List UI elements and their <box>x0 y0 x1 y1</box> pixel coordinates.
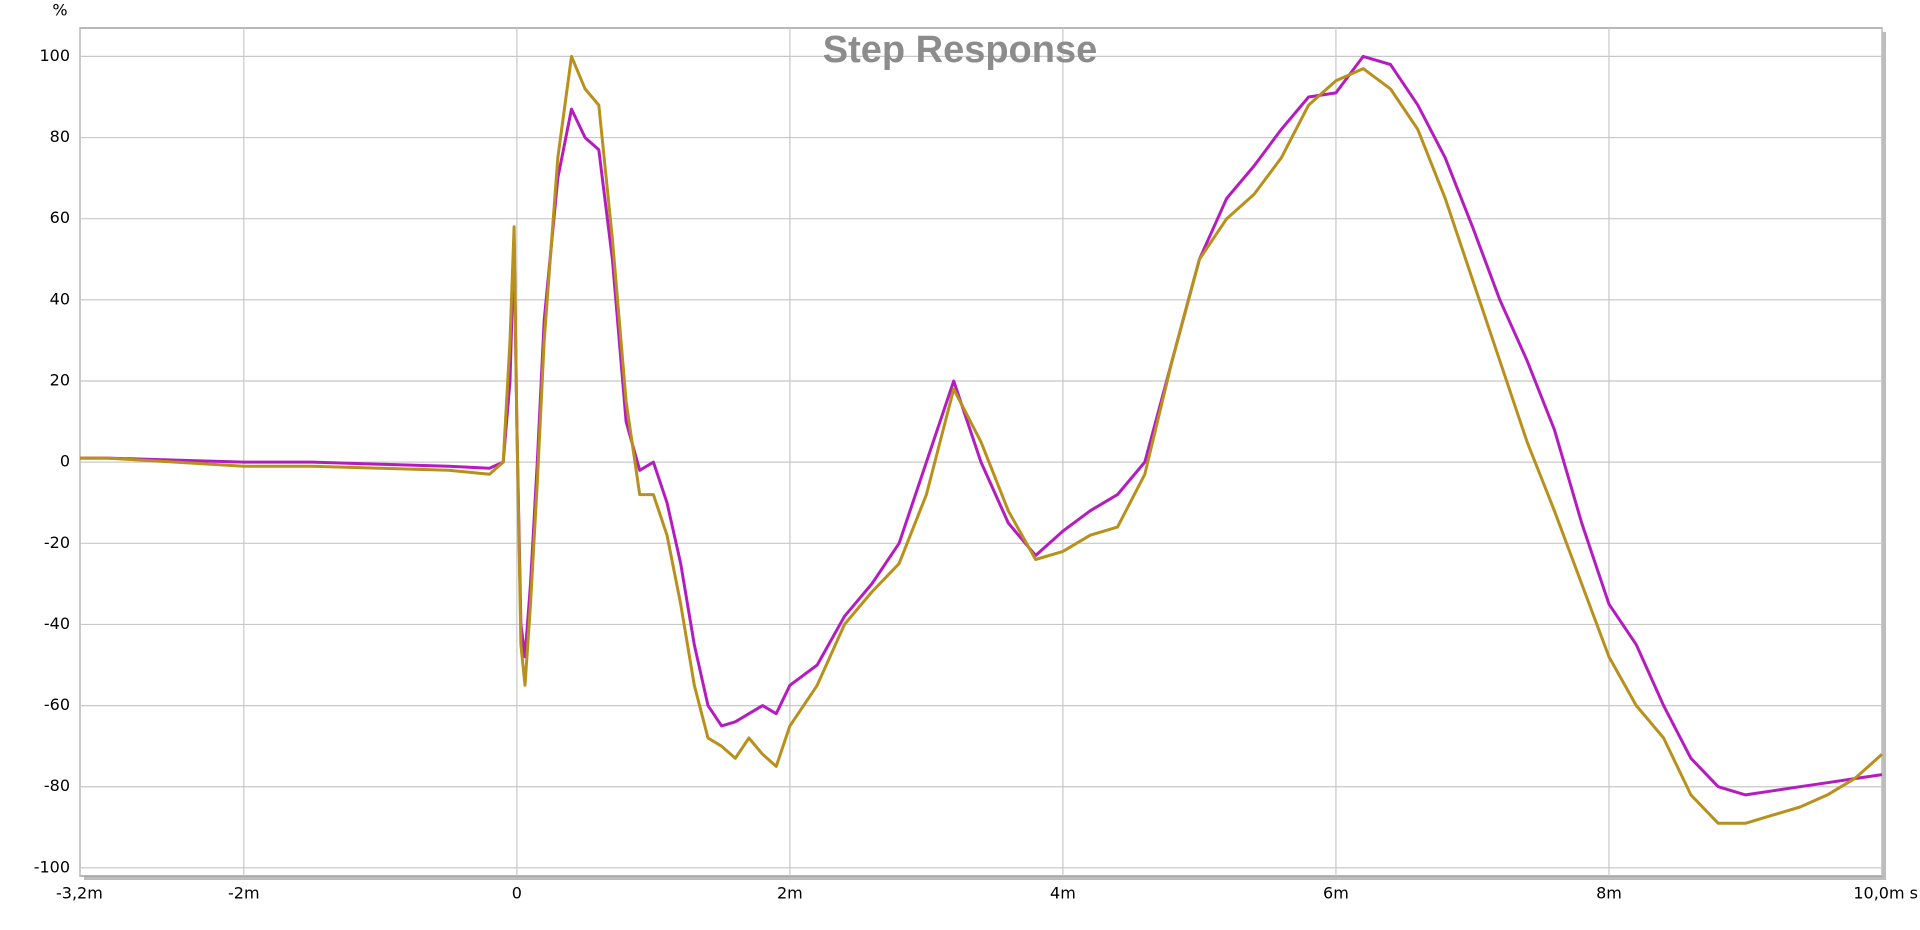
y-tick-label: 0 <box>60 452 70 471</box>
y-tick-label: -100 <box>34 857 70 876</box>
y-tick-label: 20 <box>50 370 70 389</box>
y-tick-label: 60 <box>50 208 70 227</box>
x-tick-label: 8m <box>1596 884 1622 903</box>
y-tick-label: -40 <box>44 614 70 633</box>
series-line <box>80 54 1883 825</box>
y-tick-label: -20 <box>44 533 70 552</box>
y-tick-label: 40 <box>50 289 70 308</box>
x-tick-label: 4m <box>1050 884 1076 903</box>
y-tick-label: -60 <box>44 695 70 714</box>
y-tick-label: 100 <box>39 46 70 65</box>
plot-area <box>79 27 1883 877</box>
y-tick-label: 80 <box>50 127 70 146</box>
x-tick-label: -2m <box>228 884 260 903</box>
x-tick-label: 0 <box>512 884 522 903</box>
x-tick-label: 10,0m s <box>1853 884 1918 903</box>
x-tick-label: -3,2m <box>56 884 103 903</box>
y-tick-label: -80 <box>44 776 70 795</box>
y-axis-label: % <box>52 1 67 20</box>
x-tick-label: 2m <box>777 884 803 903</box>
series-line <box>80 54 1883 797</box>
x-tick-label: 6m <box>1323 884 1349 903</box>
chart-title: Step Response <box>823 29 1098 71</box>
